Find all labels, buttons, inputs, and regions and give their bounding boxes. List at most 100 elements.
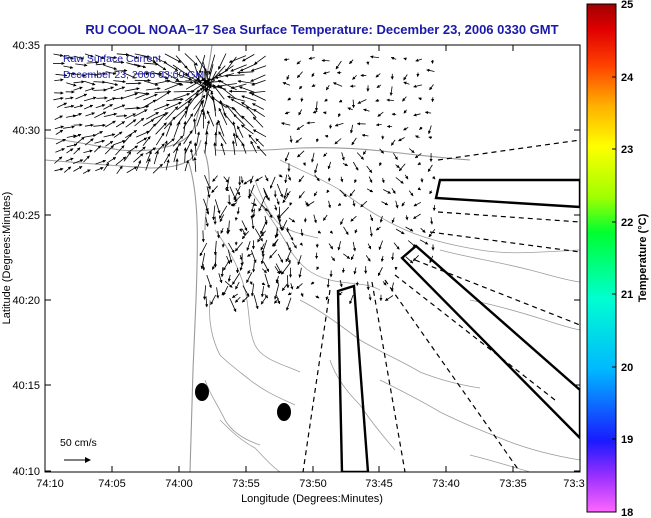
- current-vector: [428, 136, 432, 140]
- current-vector: [173, 106, 189, 120]
- x-tick-label: 73:45: [365, 478, 393, 490]
- current-vector: [366, 165, 373, 174]
- colorbar-tick-label: 21: [621, 289, 633, 301]
- current-vector: [365, 255, 371, 262]
- current-vector: [261, 204, 268, 212]
- current-vector: [250, 250, 257, 263]
- current-vector: [384, 295, 394, 302]
- current-vector: [350, 254, 355, 261]
- current-vector: [73, 104, 84, 109]
- current-vector: [54, 156, 63, 164]
- current-vector: [308, 56, 315, 60]
- current-vector: [413, 201, 422, 207]
- current-vector: [391, 252, 395, 261]
- current-vector: [250, 93, 266, 101]
- current-vector: [398, 163, 406, 172]
- current-vector: [419, 239, 429, 245]
- current-vector: [75, 63, 88, 67]
- x-tick-label: 73:3: [563, 478, 584, 490]
- current-vector: [113, 96, 125, 100]
- current-vector: [236, 207, 240, 215]
- x-tick-label: 73:50: [299, 478, 327, 490]
- current-vector: [106, 55, 117, 60]
- current-vector: [232, 273, 240, 285]
- current-vector: [370, 55, 379, 59]
- current-vector: [395, 164, 400, 169]
- current-vector: [283, 187, 288, 199]
- current-vector: [113, 131, 123, 138]
- current-vector: [173, 89, 195, 93]
- current-vector: [377, 267, 383, 277]
- current-vector: [155, 91, 171, 102]
- current-vector: [241, 95, 257, 102]
- current-vector: [274, 204, 278, 211]
- current-vector: [306, 121, 315, 125]
- current-vector: [125, 119, 137, 128]
- current-vector: [122, 92, 138, 99]
- current-vector: [349, 189, 356, 197]
- current-vector: [267, 209, 273, 219]
- current-vector: [263, 190, 268, 199]
- current-vector: [249, 184, 255, 198]
- current-vector: [351, 99, 356, 109]
- current-vector: [246, 106, 257, 118]
- current-vector: [332, 82, 343, 87]
- current-vector: [352, 161, 359, 171]
- current-vector: [229, 297, 237, 313]
- current-vector: [73, 80, 85, 84]
- current-vector: [289, 202, 293, 206]
- current-vector: [260, 243, 265, 251]
- current-vector: [93, 123, 106, 127]
- current-vector: [241, 115, 254, 128]
- current-vector: [263, 187, 270, 201]
- current-vector: [340, 218, 344, 225]
- current-vector: [184, 65, 200, 81]
- current-vector: [163, 140, 168, 153]
- current-vector: [124, 87, 140, 92]
- current-vector: [390, 139, 396, 146]
- colorbar-tick-label: 24: [621, 72, 634, 84]
- y-axis: 40:35 40:30 40:25 40:20 40:15 40:10 Lati…: [1, 40, 580, 478]
- current-vector: [375, 123, 382, 127]
- current-vector: [261, 268, 267, 274]
- current-vector: [276, 183, 283, 198]
- current-vector: [183, 120, 187, 137]
- current-vector: [218, 273, 223, 284]
- current-vector: [283, 57, 290, 61]
- current-vector: [369, 214, 374, 222]
- colorbar-tick-label: 22: [621, 217, 633, 229]
- current-vector: [143, 99, 157, 108]
- current-vector: [398, 137, 405, 142]
- current-vector: [241, 220, 248, 232]
- current-vector: [349, 124, 354, 134]
- current-vector: [430, 217, 434, 225]
- current-vector: [274, 229, 279, 239]
- colorbar-tick-label: 19: [621, 434, 633, 446]
- current-vector: [281, 220, 288, 232]
- current-vector: [165, 106, 179, 121]
- current-vector: [381, 177, 385, 184]
- current-vector: [84, 87, 95, 92]
- current-vector: [218, 53, 227, 70]
- current-vector: [55, 129, 64, 135]
- current-vector: [203, 285, 207, 300]
- radar-beam-outlines: [336, 178, 580, 472]
- current-vector: [315, 138, 319, 143]
- current-vector: [84, 53, 94, 58]
- current-vector: [230, 83, 247, 90]
- current-vector: [126, 166, 138, 174]
- current-vector: [198, 54, 206, 74]
- current-vector: [368, 176, 373, 183]
- current-vector: [403, 57, 407, 61]
- current-vector: [83, 104, 94, 110]
- current-vector: [53, 96, 64, 101]
- current-vector: [380, 255, 384, 262]
- current-vector: [226, 227, 230, 235]
- current-vector: [184, 140, 192, 155]
- colorbar: 25 24 23 22 21 20 19 18 Temperature (°C): [586, 0, 649, 518]
- current-vector: [311, 72, 315, 78]
- current-vector: [231, 293, 238, 299]
- current-vector: [146, 87, 161, 91]
- current-vector: [220, 228, 224, 234]
- current-vector: [246, 253, 253, 257]
